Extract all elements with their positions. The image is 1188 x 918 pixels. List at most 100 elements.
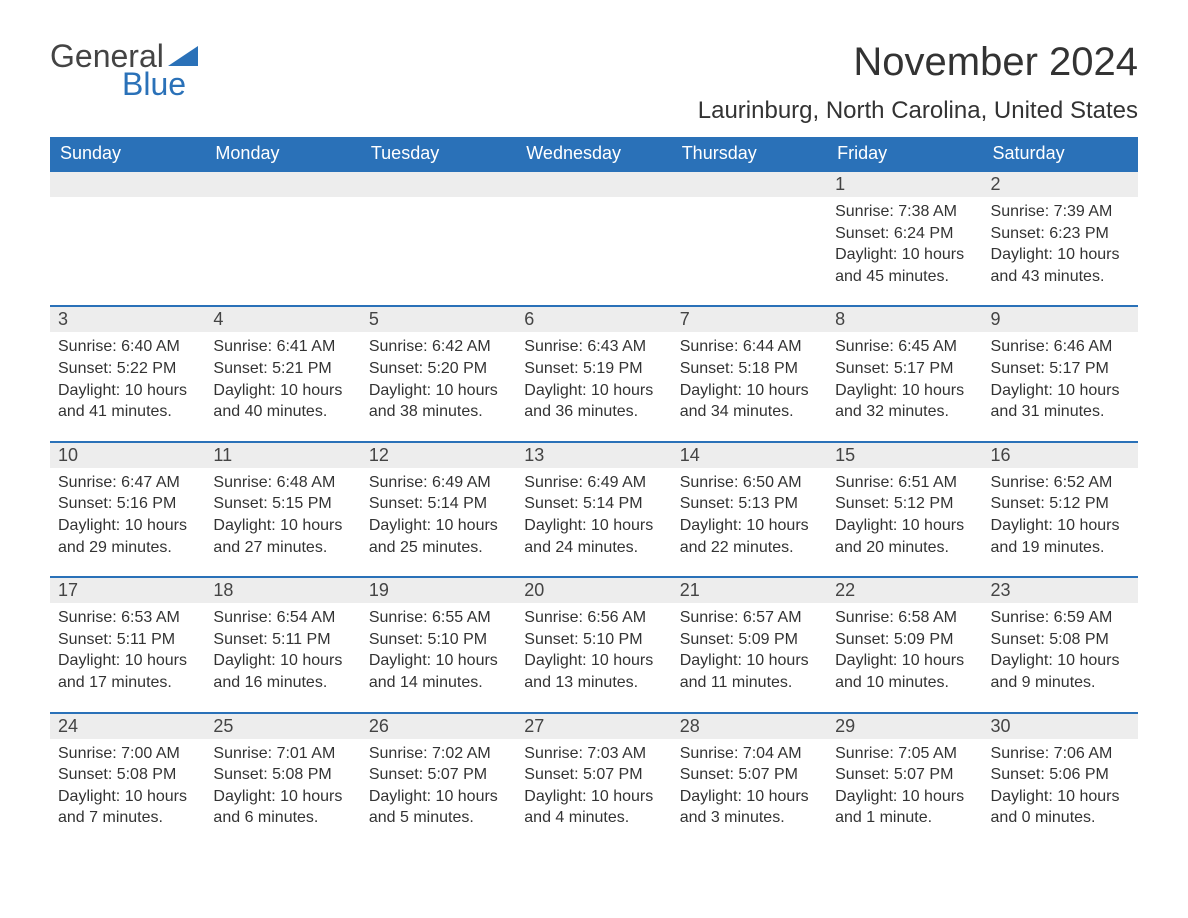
empty-cell xyxy=(50,197,205,306)
daylight-line: Daylight: 10 hours and 6 minutes. xyxy=(213,786,352,829)
sunset-line: Sunset: 5:14 PM xyxy=(369,493,508,515)
day-number: 26 xyxy=(361,713,516,739)
day-cell: Sunrise: 6:52 AMSunset: 5:12 PMDaylight:… xyxy=(983,468,1138,577)
day-cell: Sunrise: 6:43 AMSunset: 5:19 PMDaylight:… xyxy=(516,332,671,441)
sunset-line: Sunset: 5:11 PM xyxy=(213,629,352,651)
day-number: 30 xyxy=(983,713,1138,739)
day-number: 3 xyxy=(50,306,205,332)
day-number: 7 xyxy=(672,306,827,332)
sunrise-line: Sunrise: 7:05 AM xyxy=(835,743,974,765)
sunrise-line: Sunrise: 6:47 AM xyxy=(58,472,197,494)
day-number: 22 xyxy=(827,577,982,603)
sunset-line: Sunset: 5:11 PM xyxy=(58,629,197,651)
day-number-row: 12 xyxy=(50,171,1138,197)
day-number: 4 xyxy=(205,306,360,332)
day-cell: Sunrise: 7:05 AMSunset: 5:07 PMDaylight:… xyxy=(827,739,982,847)
sunset-line: Sunset: 5:18 PM xyxy=(680,358,819,380)
empty-cell xyxy=(672,171,827,197)
day-body-row: Sunrise: 7:00 AMSunset: 5:08 PMDaylight:… xyxy=(50,739,1138,847)
daylight-line: Daylight: 10 hours and 38 minutes. xyxy=(369,380,508,423)
sunset-line: Sunset: 5:17 PM xyxy=(991,358,1130,380)
header: General Blue November 2024 Laurinburg, N… xyxy=(50,40,1138,125)
day-number-row: 24252627282930 xyxy=(50,713,1138,739)
empty-cell xyxy=(516,171,671,197)
daylight-line: Daylight: 10 hours and 14 minutes. xyxy=(369,650,508,693)
day-number: 19 xyxy=(361,577,516,603)
day-cell: Sunrise: 7:03 AMSunset: 5:07 PMDaylight:… xyxy=(516,739,671,847)
day-number: 2 xyxy=(983,171,1138,197)
day-cell: Sunrise: 7:01 AMSunset: 5:08 PMDaylight:… xyxy=(205,739,360,847)
calendar-table: SundayMondayTuesdayWednesdayThursdayFrid… xyxy=(50,137,1138,847)
sunset-line: Sunset: 5:07 PM xyxy=(835,764,974,786)
sunrise-line: Sunrise: 7:06 AM xyxy=(991,743,1130,765)
day-body-row: Sunrise: 7:38 AMSunset: 6:24 PMDaylight:… xyxy=(50,197,1138,306)
day-cell: Sunrise: 6:56 AMSunset: 5:10 PMDaylight:… xyxy=(516,603,671,712)
sunrise-line: Sunrise: 6:49 AM xyxy=(524,472,663,494)
day-cell: Sunrise: 6:50 AMSunset: 5:13 PMDaylight:… xyxy=(672,468,827,577)
day-number: 27 xyxy=(516,713,671,739)
sunset-line: Sunset: 5:10 PM xyxy=(369,629,508,651)
sunrise-line: Sunrise: 6:56 AM xyxy=(524,607,663,629)
day-cell: Sunrise: 7:38 AMSunset: 6:24 PMDaylight:… xyxy=(827,197,982,306)
day-number: 12 xyxy=(361,442,516,468)
daylight-line: Daylight: 10 hours and 41 minutes. xyxy=(58,380,197,423)
daylight-line: Daylight: 10 hours and 43 minutes. xyxy=(991,244,1130,287)
logo: General Blue xyxy=(50,40,198,100)
day-cell: Sunrise: 6:46 AMSunset: 5:17 PMDaylight:… xyxy=(983,332,1138,441)
daylight-line: Daylight: 10 hours and 17 minutes. xyxy=(58,650,197,693)
sunrise-line: Sunrise: 6:45 AM xyxy=(835,336,974,358)
sunrise-line: Sunrise: 6:50 AM xyxy=(680,472,819,494)
daylight-line: Daylight: 10 hours and 27 minutes. xyxy=(213,515,352,558)
day-number: 23 xyxy=(983,577,1138,603)
day-cell: Sunrise: 7:02 AMSunset: 5:07 PMDaylight:… xyxy=(361,739,516,847)
sunset-line: Sunset: 6:23 PM xyxy=(991,223,1130,245)
day-cell: Sunrise: 6:59 AMSunset: 5:08 PMDaylight:… xyxy=(983,603,1138,712)
daylight-line: Daylight: 10 hours and 16 minutes. xyxy=(213,650,352,693)
day-cell: Sunrise: 6:45 AMSunset: 5:17 PMDaylight:… xyxy=(827,332,982,441)
day-number: 29 xyxy=(827,713,982,739)
logo-flag-icon xyxy=(168,46,198,66)
weekday-header: Sunday xyxy=(50,137,205,171)
sunset-line: Sunset: 5:13 PM xyxy=(680,493,819,515)
weekday-header: Friday xyxy=(827,137,982,171)
daylight-line: Daylight: 10 hours and 5 minutes. xyxy=(369,786,508,829)
weekday-header: Tuesday xyxy=(361,137,516,171)
daylight-line: Daylight: 10 hours and 4 minutes. xyxy=(524,786,663,829)
sunrise-line: Sunrise: 7:01 AM xyxy=(213,743,352,765)
month-title: November 2024 xyxy=(698,40,1138,85)
daylight-line: Daylight: 10 hours and 32 minutes. xyxy=(835,380,974,423)
day-cell: Sunrise: 6:54 AMSunset: 5:11 PMDaylight:… xyxy=(205,603,360,712)
logo-word-blue: Blue xyxy=(122,68,198,100)
sunrise-line: Sunrise: 6:46 AM xyxy=(991,336,1130,358)
day-number: 8 xyxy=(827,306,982,332)
sunset-line: Sunset: 5:09 PM xyxy=(680,629,819,651)
sunrise-line: Sunrise: 7:04 AM xyxy=(680,743,819,765)
daylight-line: Daylight: 10 hours and 11 minutes. xyxy=(680,650,819,693)
daylight-line: Daylight: 10 hours and 1 minute. xyxy=(835,786,974,829)
sunset-line: Sunset: 5:07 PM xyxy=(680,764,819,786)
daylight-line: Daylight: 10 hours and 7 minutes. xyxy=(58,786,197,829)
daylight-line: Daylight: 10 hours and 36 minutes. xyxy=(524,380,663,423)
day-body-row: Sunrise: 6:53 AMSunset: 5:11 PMDaylight:… xyxy=(50,603,1138,712)
weekday-header: Thursday xyxy=(672,137,827,171)
sunrise-line: Sunrise: 6:57 AM xyxy=(680,607,819,629)
sunrise-line: Sunrise: 6:53 AM xyxy=(58,607,197,629)
empty-cell xyxy=(361,171,516,197)
day-cell: Sunrise: 6:42 AMSunset: 5:20 PMDaylight:… xyxy=(361,332,516,441)
weekday-header: Monday xyxy=(205,137,360,171)
daylight-line: Daylight: 10 hours and 40 minutes. xyxy=(213,380,352,423)
sunset-line: Sunset: 5:20 PM xyxy=(369,358,508,380)
day-number-row: 10111213141516 xyxy=(50,442,1138,468)
sunset-line: Sunset: 5:07 PM xyxy=(524,764,663,786)
day-number: 18 xyxy=(205,577,360,603)
sunrise-line: Sunrise: 6:49 AM xyxy=(369,472,508,494)
day-body-row: Sunrise: 6:47 AMSunset: 5:16 PMDaylight:… xyxy=(50,468,1138,577)
sunrise-line: Sunrise: 7:38 AM xyxy=(835,201,974,223)
day-cell: Sunrise: 6:44 AMSunset: 5:18 PMDaylight:… xyxy=(672,332,827,441)
day-number: 25 xyxy=(205,713,360,739)
sunrise-line: Sunrise: 7:00 AM xyxy=(58,743,197,765)
empty-cell xyxy=(672,197,827,306)
sunrise-line: Sunrise: 6:59 AM xyxy=(991,607,1130,629)
sunset-line: Sunset: 5:15 PM xyxy=(213,493,352,515)
day-cell: Sunrise: 7:00 AMSunset: 5:08 PMDaylight:… xyxy=(50,739,205,847)
